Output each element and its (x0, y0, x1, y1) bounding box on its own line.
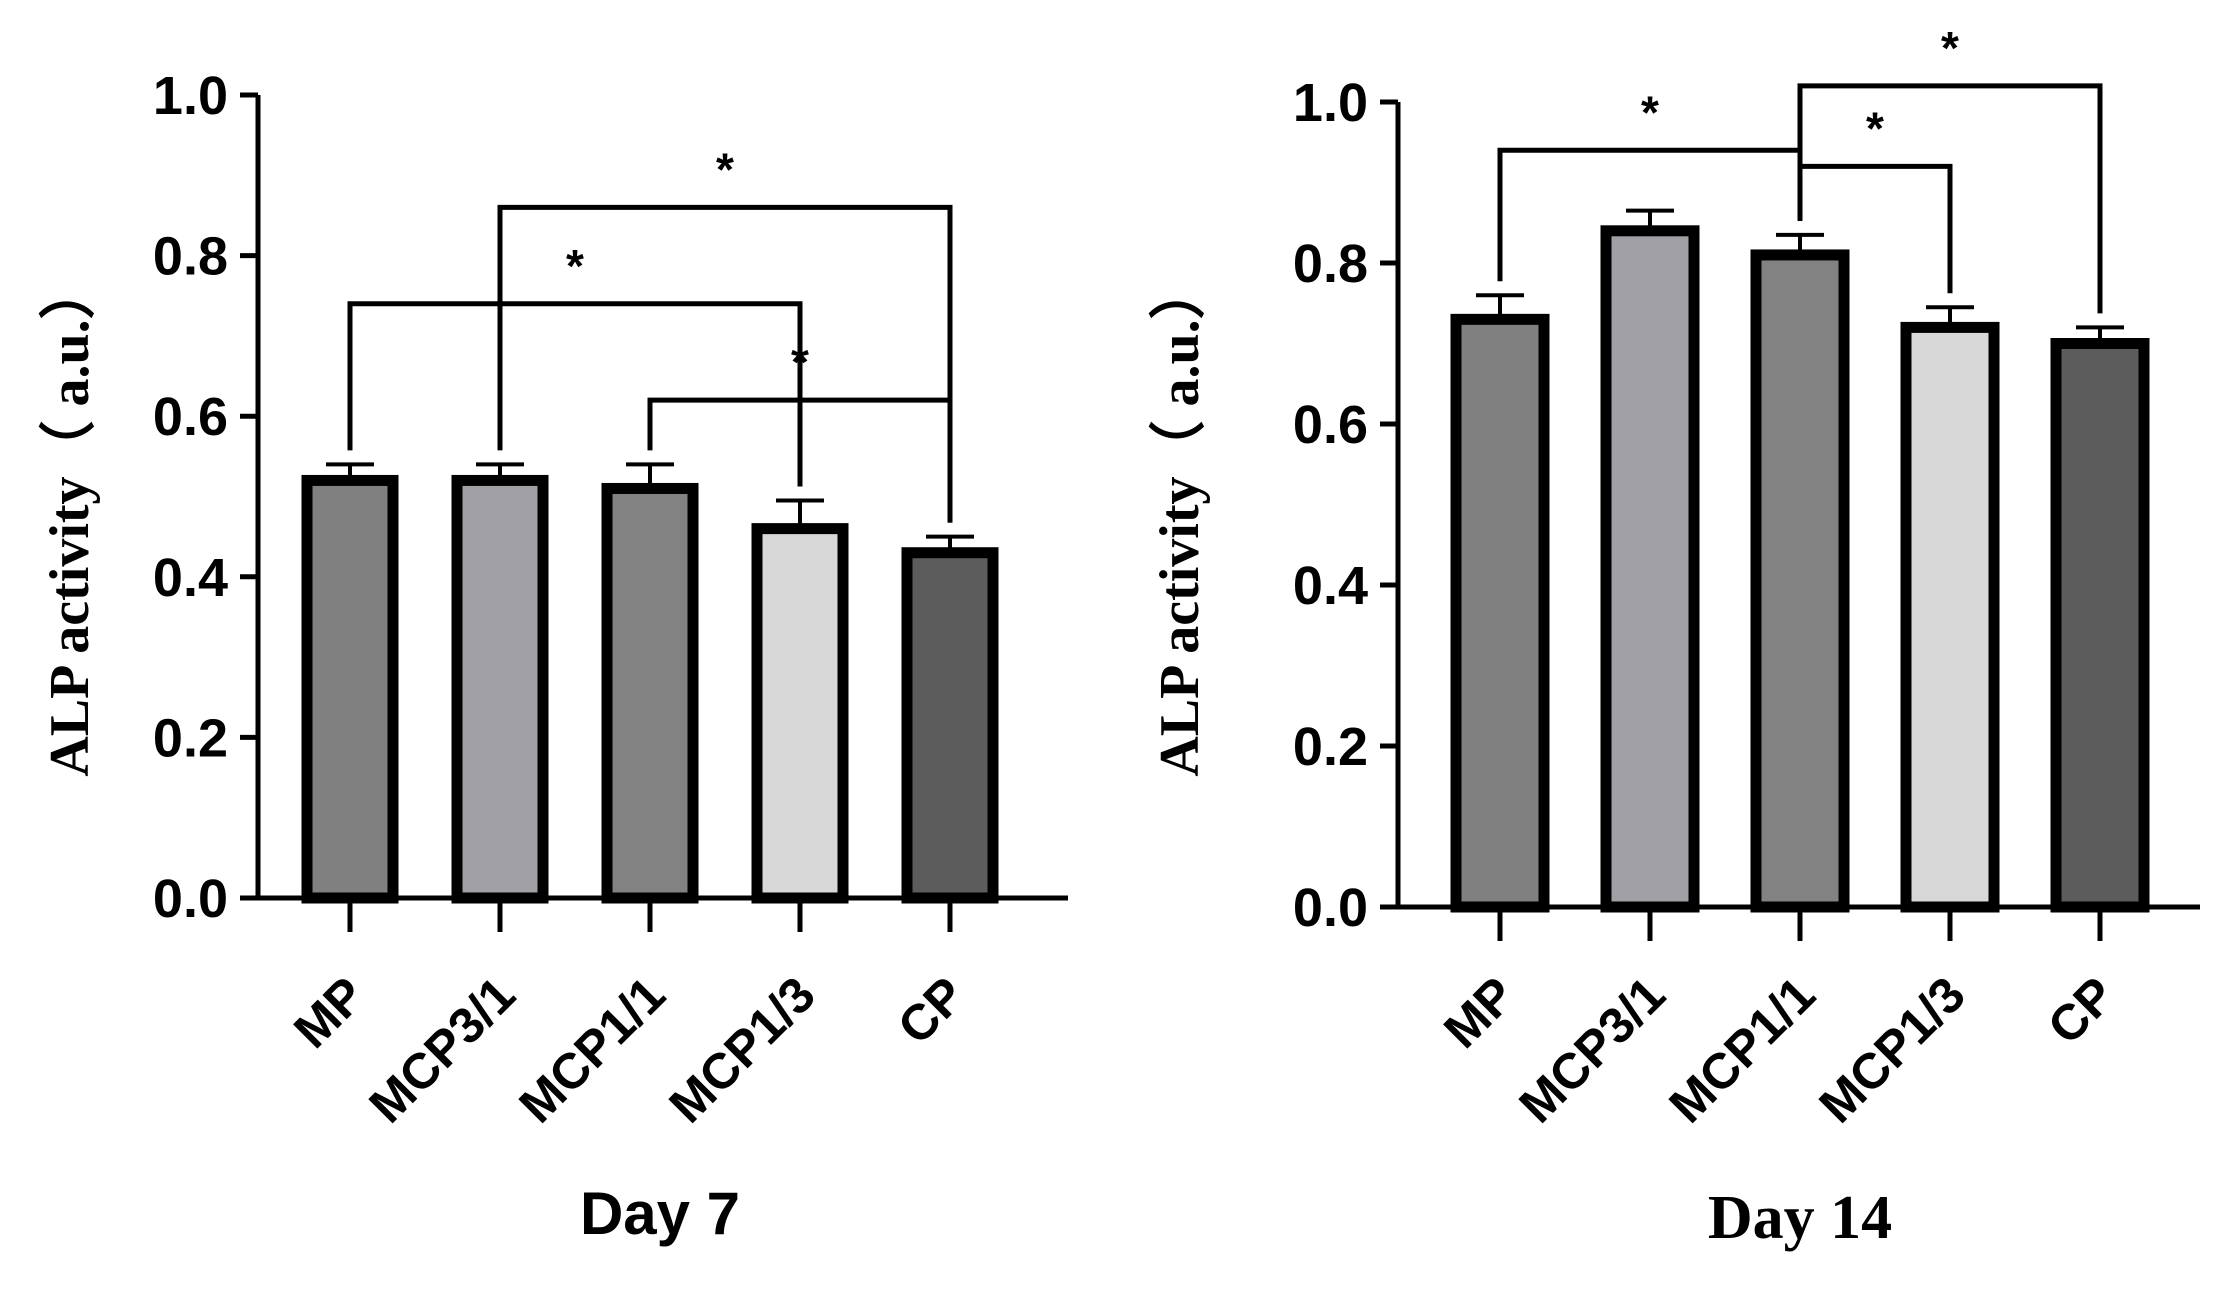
significance-star: * (566, 240, 584, 292)
x-category-label: CP (2037, 966, 2126, 1055)
y-tick-label: 0.0 (153, 869, 228, 929)
y-tick-label: 0.4 (153, 548, 228, 608)
bar (2050, 338, 2150, 913)
y-tick-label: 0.4 (1293, 556, 1368, 616)
significance-star: * (1641, 86, 1659, 138)
significance-star: * (716, 143, 734, 195)
x-category-label: MCP1/3 (1808, 966, 1975, 1133)
x-category-label: MCP1/1 (508, 966, 675, 1133)
y-tick-label: 1.0 (1293, 73, 1368, 133)
y-tick-label: 0.0 (1293, 878, 1368, 938)
bar (1600, 225, 1700, 913)
y-tick-label: 1.0 (153, 66, 228, 126)
y-tick-label: 0.6 (1293, 395, 1368, 455)
y-tick-label: 0.8 (153, 227, 228, 287)
significance-bracket (647, 397, 953, 523)
y-tick-label: 0.2 (153, 708, 228, 768)
y-tick-label: 0.6 (153, 387, 228, 447)
bar (301, 474, 399, 904)
bar (1900, 321, 2000, 913)
significance-star: * (1941, 22, 1959, 74)
y-tick-label: 0.8 (1293, 234, 1368, 294)
y-tick-label: 0.2 (1293, 717, 1368, 777)
bar (1450, 313, 1550, 913)
bar (601, 482, 699, 904)
bar (1750, 249, 1850, 913)
significance-bracket (347, 301, 803, 487)
y-axis-title: ALP activity（ a.u.） (1148, 263, 1211, 776)
x-category-label: MCP1/1 (1658, 966, 1825, 1133)
x-category-label: CP (887, 966, 976, 1055)
x-category-label: MCP3/1 (358, 966, 525, 1133)
y-axis-title: ALP activity（ a.u.） (38, 263, 101, 776)
significance-bracket (497, 204, 953, 523)
x-axis-title: Day 14 (1708, 1184, 1892, 1252)
significance-star: * (1866, 102, 1884, 154)
x-category-label: MCP3/1 (1508, 966, 1675, 1133)
x-axis-title: Day 7 (580, 1180, 740, 1247)
significance-bracket (1797, 83, 2103, 314)
x-category-label: MP (1433, 966, 1526, 1059)
x-category-label: MP (283, 966, 376, 1059)
x-category-label: MCP1/3 (658, 966, 825, 1133)
significance-star: * (791, 336, 809, 388)
bar (451, 474, 549, 904)
bar (901, 547, 999, 904)
bar (751, 523, 849, 904)
